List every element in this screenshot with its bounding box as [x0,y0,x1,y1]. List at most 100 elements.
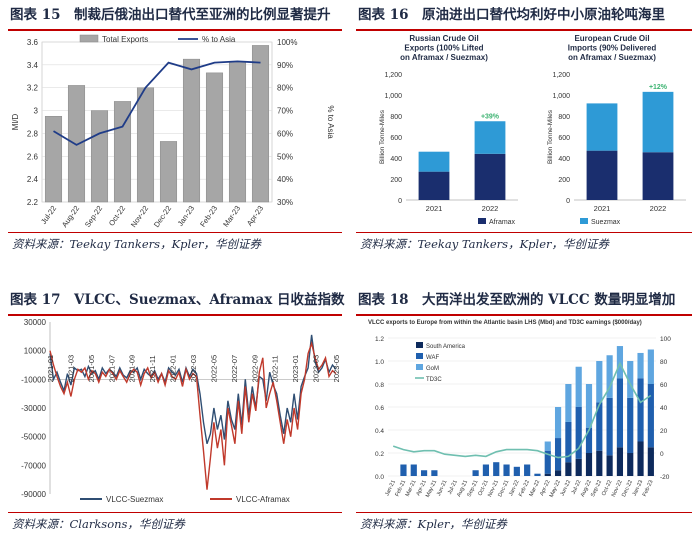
fig18-chart: VLCC exports to Europe from within the A… [368,320,671,498]
fig15-bar [90,110,109,203]
fig17-ytick: -50000 [21,433,46,442]
fig15-y2tick: 40% [277,175,293,184]
fig18-bar-gom [637,352,644,379]
fig15-y2tick: 50% [277,152,293,161]
fig15-source-rule [8,232,342,233]
fig16-title: 图表 16 原油进出口替代均利好中小原油轮吨海里 [358,7,665,23]
fig16-panel-title: on Aframax / Suezmax) [568,53,656,62]
fig16-panel-title: Imports (90% Delivered [568,44,657,53]
fig15-y2tick: 60% [277,129,293,138]
fig16-legend-label: Suezmax [591,219,621,226]
fig16-panel-title: on Aframax / Suezmax) [400,53,488,62]
fig18-bar-south-america [554,470,562,476]
fig15-y2tick: 100% [277,38,297,47]
fig18-bar-waf [493,462,500,476]
fig16-bar-suezmax [586,103,618,151]
fig18-bar-gom [606,355,613,398]
fig17-xtick: 2022-07 [230,355,239,383]
fig17-xtick: 2021-05 [87,355,96,383]
fig15-bar [159,141,178,203]
fig16-ytick: 1,200 [384,72,402,79]
fig17-line-aframax [49,341,337,490]
fig18-bar-gom [585,384,593,428]
fig18-title: 图表 18 大西洋出发至欧洲的 VLCC 数量明显增加 [358,292,676,308]
fig15-bar [113,101,132,203]
fig18-bar-south-america [637,441,644,476]
fig18-bar-south-america [585,453,593,476]
fig15-bar [67,85,86,203]
fig15-ytick: 3.6 [27,38,39,47]
fig15-y2tick: 80% [277,84,293,93]
fig17-xtick: 2022-11 [271,355,280,382]
fig16-ytick: 200 [558,177,570,184]
fig16-ytick: 1,200 [552,72,570,79]
fig16-xtick: 2022 [650,204,667,213]
fig15-y2tick: 70% [277,107,293,116]
fig15-xtick: Nov-22 [129,204,150,229]
fig15-bar [136,87,155,203]
fig16-ytick: 400 [558,156,570,163]
fig18-bar-south-america [565,462,572,476]
fig16-growth-annotation: +39% [481,113,500,120]
fig15-legend-swatch-bar [79,34,99,43]
fig15-bar [182,58,201,203]
fig18-bar-waf [616,378,624,448]
fig15-title: 图表 15 制裁后俄油出口替代至亚洲的比例显著提升 [10,7,331,23]
fig18-y2tick: 60 [660,382,668,389]
fig16-title-rule [356,29,692,31]
fig18-xtick: Jul-21 [447,479,459,495]
fig15-y2label: % to Asia [326,105,335,139]
fig18-ytick: 0.4 [375,428,384,435]
fig15-ylabel: Ml/D [11,114,20,131]
fig15-ytick: 2.8 [27,129,39,138]
fig16-ytick: 0 [566,198,570,205]
fig18-td3c-line [392,361,652,459]
fig18-ytick: 1.0 [375,359,384,366]
fig18-bar-south-america [627,453,634,476]
fig15-y2tick: 90% [277,61,293,70]
fig18-legend-label: TD3C [426,377,442,383]
fig15-xtick: Feb-23 [198,204,219,229]
fig18-bar-south-america [544,473,551,476]
fig18-bar-waf [637,378,644,442]
fig17-legend-label: VLCC-Suezmax [106,495,163,504]
fig18-y2tick: 100 [660,336,671,343]
fig18-bar-gom [627,361,634,398]
fig15-ytick: 2.4 [27,175,39,184]
fig16-ytick: 800 [558,114,570,121]
fig17-ytick: -30000 [21,404,46,413]
fig18-ytick: 0.6 [375,405,384,412]
fig17-xtick: 2021-03 [66,355,75,383]
fig18-y2tick: 0 [660,451,664,458]
fig15-ytick: 3.4 [27,61,39,70]
fig18-ytick: 0.2 [375,451,384,458]
fig18-bar-waf [400,464,407,476]
fig18-legend-label: GoM [426,366,439,372]
fig16-growth-annotation: +12% [649,84,668,91]
fig18-bar-waf [544,450,551,474]
fig18-ytick: 1.2 [375,336,384,343]
fig16-ytick: 0 [398,198,402,205]
fig18-bar-waf [585,427,593,453]
fig18-bar-waf [647,384,654,448]
fig18-bar-waf [575,407,582,459]
fig16-legend-swatch-suezmax [580,218,588,224]
fig16-xtick: 2022 [482,204,499,213]
fig18-title-rule [356,314,692,316]
fig16-bar-aframax [642,152,674,200]
fig17-xtick: 2021-01 [46,355,55,383]
fig18-bar-gom [596,361,603,403]
fig15-bar [44,116,63,203]
fig17-ytick: 10000 [24,347,47,356]
fig16-xtick: 2021 [426,204,443,213]
fig18-bar-waf [534,473,541,476]
fig17-title: 图表 17 VLCC、Suezmax、Aframax 日收益指数差值 [10,292,345,308]
fig16-source-rule [356,232,692,233]
fig15-xtick: Sep-22 [83,204,104,229]
fig18-bar-south-america [647,447,654,476]
fig18-bar-waf [482,464,490,476]
fig15-xtick: Dec-22 [152,204,173,229]
fig15-y2tick: 30% [277,198,293,207]
fig16-xtick: 2021 [594,204,611,213]
